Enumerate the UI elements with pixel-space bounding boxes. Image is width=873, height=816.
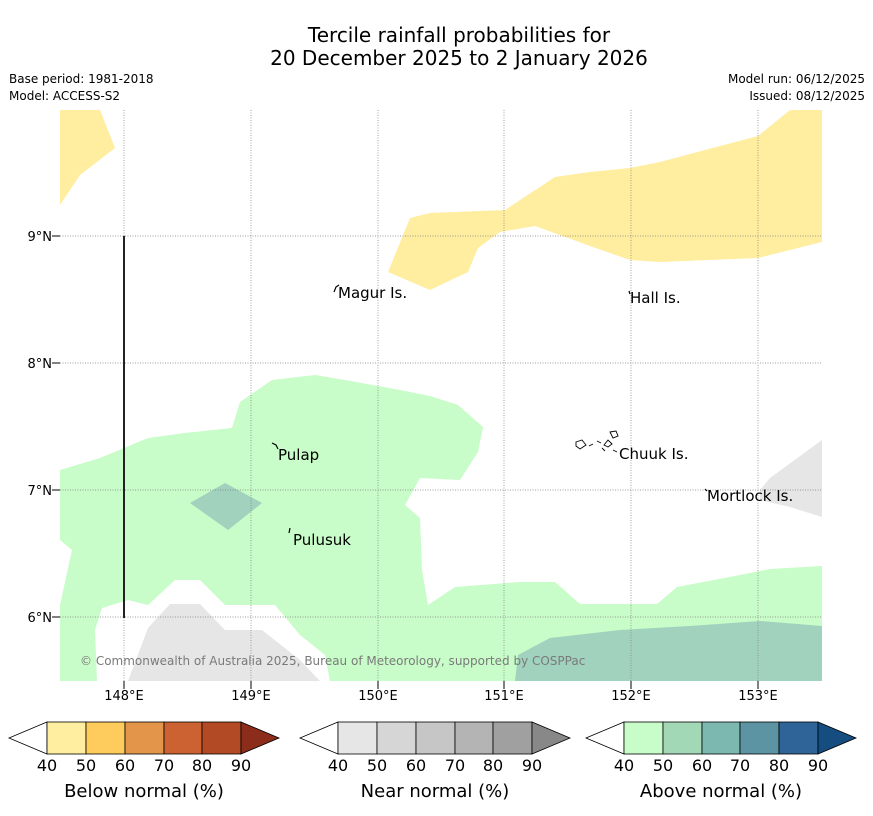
copyright-notice: © Commonwealth of Australia 2025, Bureau…	[80, 654, 585, 668]
lat-ticks	[52, 235, 60, 618]
model-name: Model: ACCESS-S2	[9, 89, 121, 103]
probability-regions	[60, 110, 822, 681]
island-shapes	[271, 284, 708, 534]
lon-label-148e: 148°E	[104, 689, 144, 704]
colorbar-near-label: Near normal (%)	[360, 781, 510, 802]
above-swatch-60	[701, 721, 741, 755]
below-swatch-50	[85, 721, 126, 755]
chuuk-lagoon-shape	[575, 430, 619, 453]
lon-label-153e: 153°E	[738, 689, 778, 704]
below-tick-90: 90	[231, 756, 251, 775]
mortlock-island-shape	[704, 488, 708, 492]
below-tick-80: 80	[192, 756, 212, 775]
below-tick-60: 60	[115, 756, 135, 775]
near-tick-70: 70	[445, 756, 465, 775]
near-swatch-80	[492, 721, 533, 755]
base-period: Base period: 1981-2018	[9, 72, 154, 86]
near-swatch-50	[376, 721, 417, 755]
label-mortlock: Mortlock Is.	[707, 487, 793, 505]
issued-date: Issued: 08/12/2025	[749, 89, 865, 103]
colorbar-above: 40 50 60 70 80 90	[584, 721, 858, 775]
above-normal-region-teal-west	[190, 483, 262, 530]
pulap-island-shape	[271, 442, 279, 450]
below-tick-40: 40	[37, 756, 57, 775]
below-swatch-40	[46, 721, 87, 755]
below-normal-region-ne	[388, 110, 822, 290]
label-magur: Magur Is.	[338, 284, 407, 302]
lat-label-7n: 7°N	[28, 484, 53, 499]
near-swatch-90	[531, 721, 572, 755]
hall-island-shape	[628, 290, 631, 295]
label-hall: Hall Is.	[630, 289, 681, 307]
lon-label-152e: 152°E	[611, 689, 651, 704]
below-swatch-90	[240, 721, 281, 755]
near-swatch-60	[415, 721, 456, 755]
near-swatch-40	[337, 721, 378, 755]
near-normal-region-east	[760, 440, 822, 517]
above-tick-40: 40	[614, 756, 634, 775]
lon-label-151e: 151°E	[484, 689, 524, 704]
chart-title-line2: 20 December 2025 to 2 January 2026	[270, 46, 648, 70]
above-tick-50: 50	[653, 756, 673, 775]
near-tick-50: 50	[367, 756, 387, 775]
below-normal-region-nw	[60, 110, 115, 205]
label-pulusuk: Pulusuk	[293, 531, 351, 549]
above-swatch-50	[662, 721, 703, 755]
below-swatch-70	[163, 721, 203, 755]
lat-label-9n: 9°N	[28, 230, 53, 245]
near-normal-region-south-inner	[128, 604, 320, 681]
near-tick-90: 90	[522, 756, 542, 775]
above-tick-60: 60	[692, 756, 712, 775]
model-run: Model run: 06/12/2025	[727, 72, 865, 86]
colorbar-below: 40 50 60 70 80 90	[7, 721, 281, 775]
label-pulap: Pulap	[278, 446, 319, 464]
below-swatch-80	[201, 721, 242, 755]
near-tick-40: 40	[328, 756, 348, 775]
near-swatch-70	[454, 721, 494, 755]
chart-title-line1: Tercile rainfall probabilities for	[307, 23, 611, 47]
above-swatch-70	[739, 721, 780, 755]
lon-label-150e: 150°E	[358, 689, 398, 704]
colorbar-above-label: Above normal (%)	[639, 781, 803, 802]
above-tick-80: 80	[769, 756, 789, 775]
above-swatch-40	[623, 721, 664, 755]
above-swatch-90	[817, 721, 858, 755]
magur-island-shape	[333, 284, 340, 293]
lon-label-149e: 149°E	[231, 689, 271, 704]
below-tick-70: 70	[154, 756, 174, 775]
lon-ticks	[123, 681, 759, 689]
below-swatch-60	[124, 721, 165, 755]
lat-label-6n: 6°N	[28, 611, 53, 626]
above-tick-70: 70	[730, 756, 750, 775]
colorbar-near: 40 50 60 70 80 90	[298, 721, 572, 775]
label-chuuk: Chuuk Is.	[619, 445, 688, 463]
colorbar-below-label: Below normal (%)	[64, 781, 224, 802]
above-swatch-80	[778, 721, 819, 755]
gridlines	[60, 110, 822, 681]
above-normal-region-teal-south	[515, 621, 822, 681]
near-tick-80: 80	[483, 756, 503, 775]
pulusuk-island-shape	[288, 527, 291, 534]
above-normal-region-main	[60, 375, 822, 681]
below-tick-50: 50	[76, 756, 96, 775]
above-tick-90: 90	[808, 756, 828, 775]
lat-label-8n: 8°N	[28, 357, 53, 372]
near-tick-60: 60	[406, 756, 426, 775]
